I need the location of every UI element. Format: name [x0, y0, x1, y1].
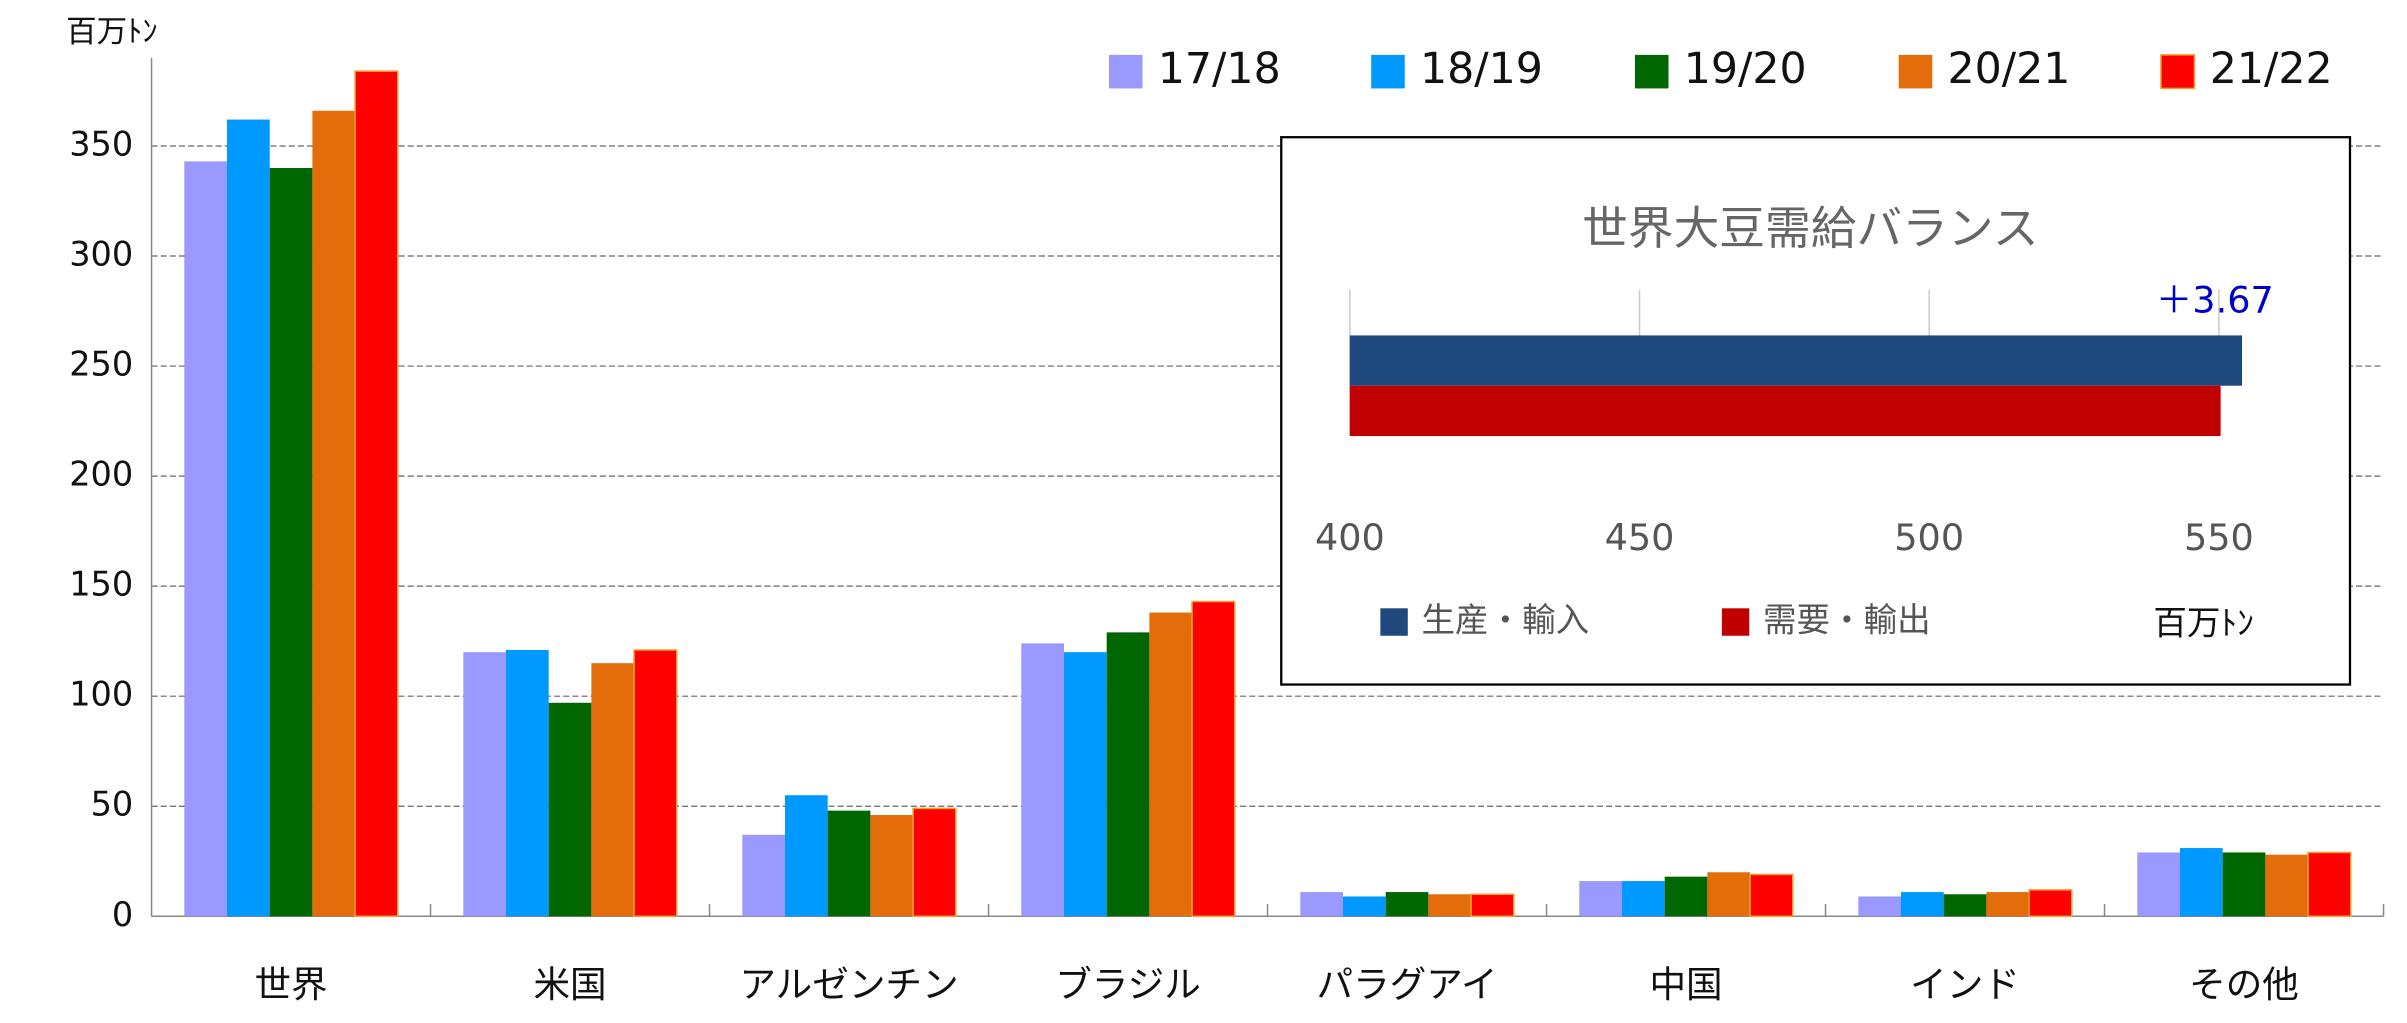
y-tick-label: 150 [69, 565, 133, 604]
bar [227, 119, 270, 917]
y-tick-label: 300 [69, 235, 133, 274]
bar [1664, 876, 1708, 917]
y-tick-label: 50 [91, 785, 134, 824]
bar [1470, 893, 1515, 918]
bar [827, 810, 871, 917]
bar [1707, 872, 1751, 917]
bar [1349, 385, 2221, 437]
x-tick-label: 550 [2184, 516, 2254, 559]
bar [1579, 881, 1622, 917]
y-tick-label: 100 [69, 675, 133, 714]
inset-chart: 400 450 500 550 生産・輸入 需要・輸出 [1315, 289, 2254, 640]
bar [1349, 335, 2243, 386]
legend-label: 21/22 [2210, 44, 2333, 94]
x-tick-label: 世界 [254, 963, 327, 1006]
bar [912, 807, 957, 918]
bar [354, 70, 399, 918]
bar [2180, 848, 2223, 917]
bar [2222, 852, 2266, 917]
y-axis-label: 百万ﾄﾝ [66, 15, 157, 50]
bar [591, 663, 635, 917]
legend-swatch [1898, 54, 1933, 89]
bar [548, 702, 592, 917]
bar [2028, 889, 2073, 918]
x-tick-label: インド [1910, 963, 2020, 1006]
bar [1343, 896, 1386, 917]
bar [1901, 892, 1944, 917]
legend-label: 19/20 [1684, 44, 1807, 94]
annotation: ＋3.67 [2156, 278, 2274, 321]
legend-label: 20/21 [1948, 44, 2071, 94]
main-chart: 0 50 100 150 200 250 300 350 世界 米国 アルゼンチン ブラジル パラグアイ… [69, 44, 2385, 1006]
x-tick-label: 450 [1605, 516, 1675, 559]
bar [1300, 892, 1343, 917]
bar [633, 649, 678, 918]
bar [742, 834, 785, 917]
x-tick-label: 400 [1315, 516, 1385, 559]
bar [506, 649, 549, 917]
bar [785, 795, 828, 917]
bar [1385, 892, 1429, 917]
x-tick-label: パラグアイ [1317, 963, 1498, 1006]
bar [269, 167, 313, 917]
legend-swatch [1634, 54, 1669, 89]
legend-swatch [1108, 54, 1143, 89]
legend-swatch [1380, 608, 1408, 636]
bar [1021, 643, 1064, 917]
x-tick-label: ブラジル [1055, 963, 1201, 1006]
bar [1149, 612, 1193, 917]
bar [1428, 894, 1472, 917]
bar [1191, 600, 1236, 918]
bar [1622, 881, 1665, 917]
x-tick-label: 中国 [1649, 963, 1722, 1006]
y-tick-label: 0 [112, 895, 133, 934]
legend-label: 17/18 [1158, 44, 1281, 94]
bar [1106, 632, 1150, 917]
y-tick-label: 250 [69, 345, 133, 384]
bar [2137, 852, 2180, 917]
bar [1858, 896, 1901, 917]
legend-label: 18/19 [1420, 44, 1543, 94]
bar [312, 110, 356, 917]
legend-swatch [1721, 608, 1750, 636]
x-tick-label: 500 [1894, 516, 1964, 559]
legend-swatch [1371, 54, 1405, 89]
x-tick-label: 米国 [533, 963, 606, 1006]
bar [870, 815, 914, 917]
bar [2307, 851, 2352, 918]
legend-label: 需要・輸出 [1763, 601, 1931, 640]
legend-label: 生産・輸入 [1422, 601, 1590, 640]
bar [2265, 854, 2309, 917]
x-tick-label: アルゼンチン [739, 963, 958, 1006]
bar [184, 161, 227, 917]
bar [1986, 892, 2030, 917]
inset-title: 世界大豆需給バランス [1582, 202, 2038, 255]
bar [1943, 894, 1987, 917]
x-tick-label: その他 [2189, 963, 2299, 1006]
x-axis-label: 百万ﾄﾝ [2153, 604, 2254, 643]
y-tick-label: 200 [69, 455, 133, 494]
bar [1064, 652, 1107, 917]
y-tick-label: 350 [69, 124, 133, 163]
bar [1749, 873, 1794, 918]
bar [463, 652, 506, 917]
legend-swatch [2160, 54, 2196, 90]
